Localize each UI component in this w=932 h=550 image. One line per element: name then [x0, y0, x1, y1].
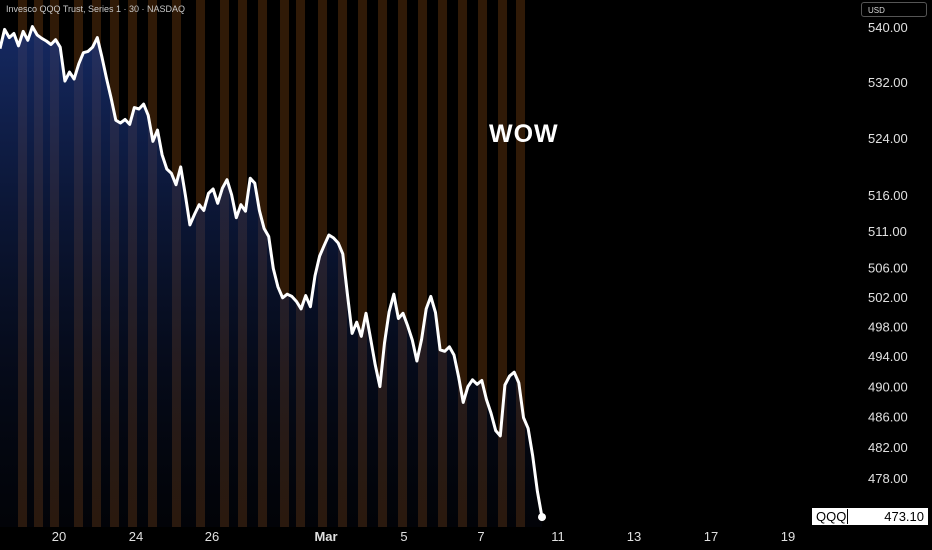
- x-tick-label: 13: [627, 529, 641, 544]
- y-tick-label: 486.00: [868, 410, 908, 425]
- y-tick-label: 511.00: [868, 224, 907, 239]
- last-price-value: 473.10: [884, 509, 924, 524]
- currency-badge[interactable]: USD: [861, 2, 927, 17]
- x-tick-label: 19: [781, 529, 795, 544]
- price-line-group: [0, 25, 546, 522]
- x-tick-label: 17: [704, 529, 718, 544]
- session-band: [516, 0, 525, 527]
- session-band: [458, 0, 467, 527]
- session-band: [418, 0, 427, 527]
- y-tick-label: 490.00: [868, 379, 908, 394]
- x-tick-label: Mar: [314, 529, 337, 544]
- y-tick-label: 516.00: [868, 188, 908, 203]
- price-axis[interactable]: 540.00 532.00 524.00 516.00 511.00 506.00 502.…: [868, 20, 908, 486]
- price-line: [0, 25, 544, 518]
- session-band: [498, 0, 507, 527]
- price-area: [0, 26, 542, 527]
- x-tick-label: 26: [205, 529, 219, 544]
- x-tick-label: 20: [52, 529, 66, 544]
- session-band: [478, 0, 487, 527]
- x-tick-label: 24: [129, 529, 143, 544]
- session-band: [398, 0, 407, 527]
- y-tick-label: 532.00: [868, 75, 908, 90]
- last-price-symbol: QQQ: [812, 509, 848, 524]
- y-tick-label: 498.00: [868, 319, 908, 334]
- last-price-dot: [538, 513, 546, 522]
- y-tick-label: 494.00: [868, 349, 908, 364]
- annotation-text: WOW: [489, 120, 559, 148]
- session-band: [358, 0, 367, 527]
- y-tick-label: 482.00: [868, 440, 908, 455]
- area-fill: [0, 26, 542, 527]
- symbol-header: Invesco QQQ Trust, Series 1 · 30 · NASDA…: [6, 4, 186, 14]
- x-tick-label: 5: [400, 529, 407, 544]
- y-tick-label: 506.00: [868, 260, 908, 275]
- session-band: [378, 0, 387, 527]
- session-band: [438, 0, 447, 527]
- time-axis[interactable]: 20 24 26 Mar 5 7 11 13 17 19: [52, 529, 795, 544]
- x-tick-label: 7: [477, 529, 484, 544]
- last-price-tag: QQQ 473.10: [812, 508, 928, 525]
- x-tick-label: 11: [551, 529, 565, 544]
- session-band: [280, 0, 289, 527]
- session-band: [296, 0, 305, 527]
- y-tick-label: 524.00: [868, 131, 908, 146]
- y-tick-label: 502.00: [868, 290, 908, 305]
- y-tick-label: 478.00: [868, 471, 908, 486]
- y-tick-label: 540.00: [868, 20, 908, 35]
